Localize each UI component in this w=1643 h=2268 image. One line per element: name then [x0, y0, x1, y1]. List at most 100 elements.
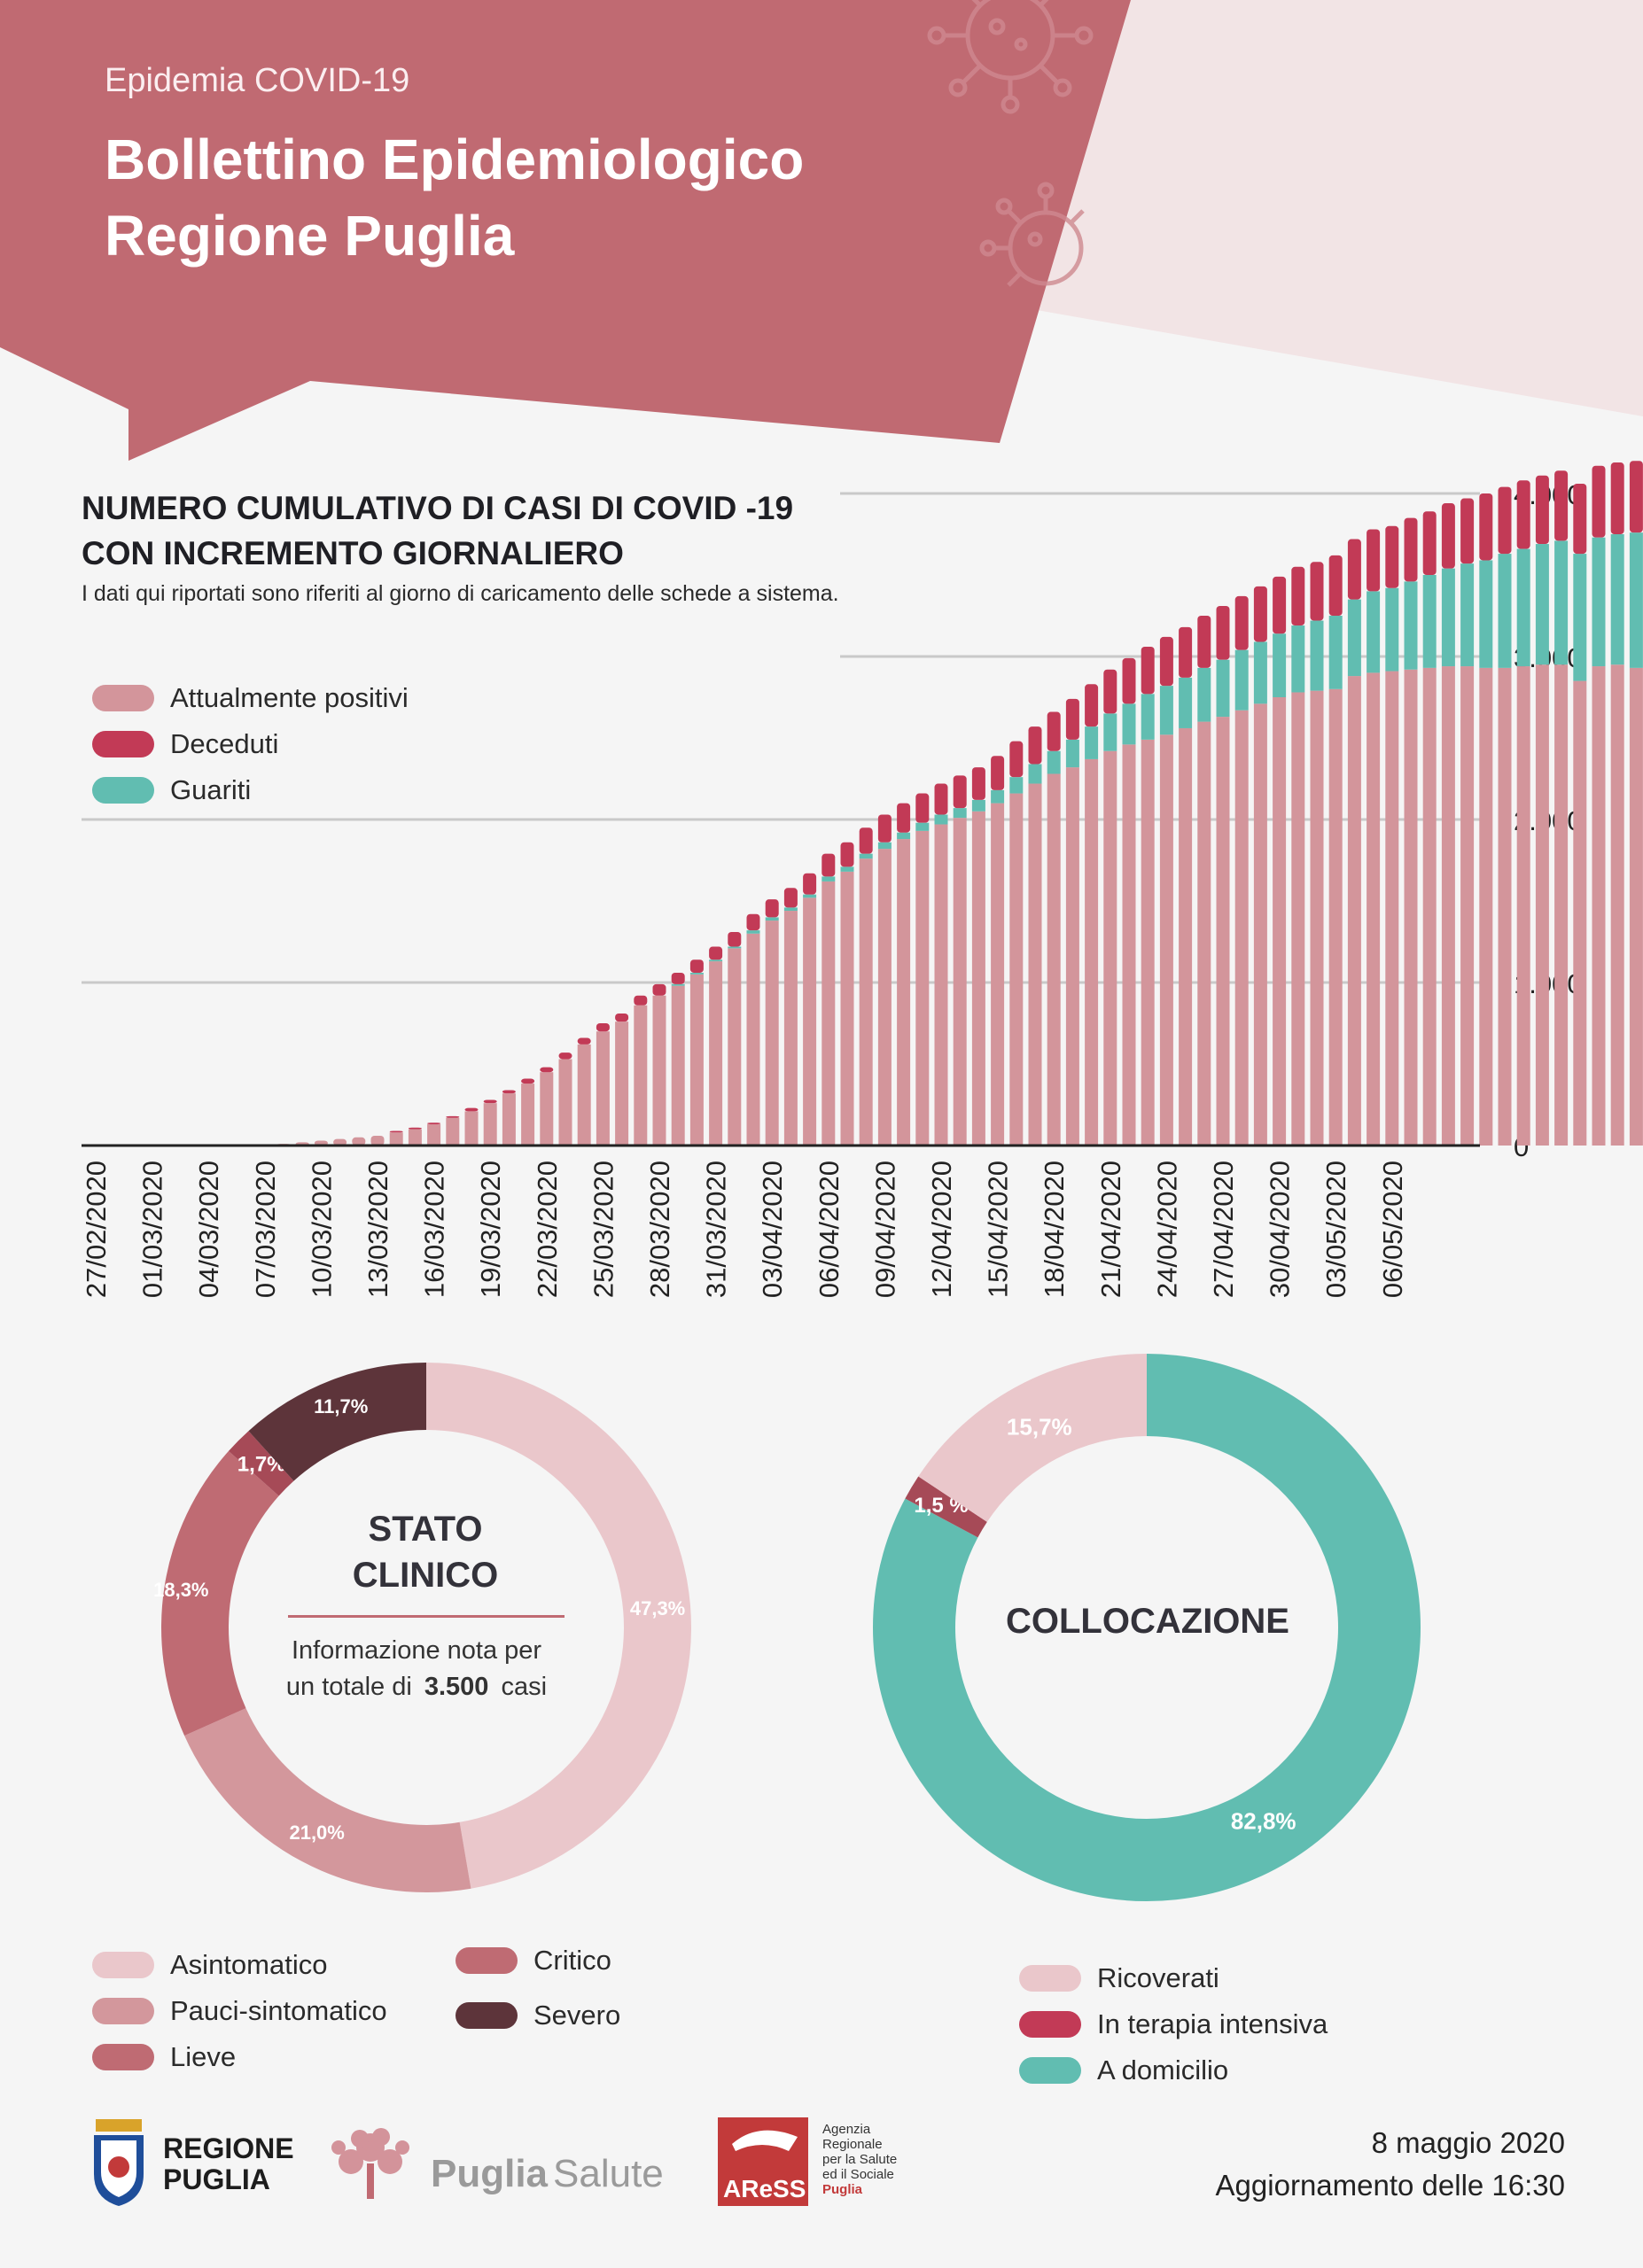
bar-stack: [1028, 726, 1042, 1146]
bar-stack: [1498, 486, 1512, 1146]
bar-segment-positivi: [1197, 721, 1211, 1146]
bar-stack: [709, 946, 723, 1146]
bar-segment-deceduti: [596, 1023, 610, 1032]
bar-stack: [689, 959, 704, 1146]
bar-stack: [822, 853, 836, 1146]
bar-segment-guariti: [709, 959, 723, 962]
bar-segment-deceduti: [1234, 595, 1249, 650]
bar-segment-positivi: [1479, 667, 1493, 1146]
x-tick-label: 15/04/2020: [983, 1161, 1014, 1298]
bar-segment-positivi: [558, 1059, 572, 1146]
bar-stack: [1122, 657, 1136, 1146]
bar-segment-deceduti: [446, 1115, 460, 1118]
donut-slice: [161, 1450, 279, 1736]
bar-segment-deceduti: [746, 913, 760, 931]
bar-segment-deceduti: [1273, 576, 1287, 634]
bar-segment-guariti: [1009, 777, 1024, 794]
legend-swatch-positivi: [92, 685, 154, 711]
donut-slice-label: 82,8%: [1231, 1808, 1296, 1835]
bar-stack: [333, 1138, 347, 1146]
bar-segment-deceduti: [783, 888, 798, 908]
bar-segment-guariti: [1347, 599, 1361, 677]
bar-segment-positivi: [1367, 672, 1381, 1146]
bar-segment-guariti: [1216, 659, 1230, 718]
bar-stack: [1253, 586, 1267, 1146]
bar-stack: [953, 775, 967, 1146]
bar-segment-positivi: [1009, 793, 1024, 1146]
legend-swatch-guariti: [92, 777, 154, 804]
bar-segment-deceduti: [1367, 529, 1381, 592]
bar-segment-guariti: [1065, 739, 1079, 768]
footer-update-time: Aggiornamento delle 16:30: [1215, 2169, 1565, 2202]
bar-stack: [1103, 669, 1117, 1146]
bar-segment-deceduti: [897, 803, 911, 833]
donut-slice: [918, 1354, 1147, 1522]
x-tick-label: 13/03/2020: [362, 1161, 393, 1298]
x-tick-label: 19/03/2020: [475, 1161, 506, 1298]
bar-segment-deceduti: [709, 946, 723, 960]
donut-clinico-title-line2: CLINICO: [352, 1556, 499, 1595]
bar-stack: [1554, 470, 1569, 1146]
bar-segment-guariti: [991, 789, 1005, 804]
x-tick-label: 22/03/2020: [532, 1161, 563, 1298]
puglia-logo-text: Puglia: [431, 2152, 549, 2195]
bar-stack: [1273, 576, 1287, 1146]
bar-stack: [991, 756, 1005, 1146]
bar-segment-positivi: [783, 911, 798, 1146]
bar-stack: [540, 1067, 554, 1146]
bar-segment-deceduti: [1385, 525, 1399, 588]
legend-item-positivi: Attualmente positivi: [92, 680, 409, 716]
bar-segment-deceduti: [859, 827, 873, 854]
bar-stack: [558, 1052, 572, 1146]
donut-slice-label: 11,7%: [314, 1395, 368, 1418]
bar-segment-guariti: [1159, 686, 1173, 735]
donut-clinico-title: STATO CLINICO: [292, 1506, 558, 1598]
bar-segment-deceduti: [671, 972, 685, 984]
legend-swatch-lieve: [92, 2044, 154, 2070]
virus-icon-small: [979, 182, 1085, 287]
bar-segment-guariti: [1422, 575, 1437, 668]
bar-segment-deceduti: [634, 995, 648, 1006]
bar-segment-guariti: [1610, 534, 1624, 665]
bar-segment-positivi: [483, 1103, 497, 1146]
bar-stack: [1159, 636, 1173, 1146]
donut-clinico-divider: [288, 1615, 565, 1618]
bar-segment-deceduti: [502, 1090, 516, 1094]
bar-stack: [1009, 741, 1024, 1146]
bar-segment-positivi: [1347, 676, 1361, 1146]
bar-segment-guariti: [1047, 750, 1061, 774]
x-tick-label: 27/02/2020: [81, 1161, 112, 1298]
legend-item-deceduti: Deceduti: [92, 726, 278, 762]
x-tick-label: 06/05/2020: [1377, 1161, 1408, 1298]
bar-segment-positivi: [897, 839, 911, 1146]
bar-segment-positivi: [652, 995, 666, 1146]
bar-segment-deceduti: [1516, 480, 1530, 549]
x-tick-label: 31/03/2020: [701, 1161, 732, 1298]
bar-stack: [1179, 626, 1193, 1146]
bar-stack: [1347, 539, 1361, 1146]
salute-logo-text: Salute: [553, 2152, 664, 2195]
donut-slice: [184, 1708, 471, 1892]
legend-label-critico: Critico: [533, 1945, 611, 1976]
x-tick-label: 18/04/2020: [1039, 1161, 1070, 1298]
bar-segment-guariti: [1085, 726, 1099, 759]
legend-label-ricoverati: Ricoverati: [1097, 1962, 1219, 1993]
bar-segment-deceduti: [1422, 511, 1437, 575]
bar-stack: [352, 1137, 366, 1146]
legend-swatch-domicilio: [1019, 2057, 1081, 2084]
bar-stack: [446, 1115, 460, 1146]
bar-segment-guariti: [934, 814, 948, 825]
donut-charts: 47,3%21,0%18,3%1,7%11,7%82,8%1,5 %15,7%: [161, 1354, 1421, 1901]
bar-segment-guariti: [1273, 633, 1287, 697]
legend-item-severo: Severo: [456, 1998, 620, 2033]
chart-title-line2: CON INCREMENTO GIORNALIERO: [82, 535, 624, 571]
bar-segment-guariti: [1592, 537, 1606, 667]
bar-stack: [746, 913, 760, 1146]
bar-segment-positivi: [502, 1093, 516, 1146]
bar-stack: [634, 995, 648, 1146]
legend-item-guariti: Guariti: [92, 773, 251, 808]
bar-segment-deceduti: [991, 756, 1005, 790]
bar-segment-positivi: [953, 818, 967, 1146]
bar-segment-positivi: [840, 871, 854, 1146]
bar-segment-deceduti: [765, 899, 779, 918]
